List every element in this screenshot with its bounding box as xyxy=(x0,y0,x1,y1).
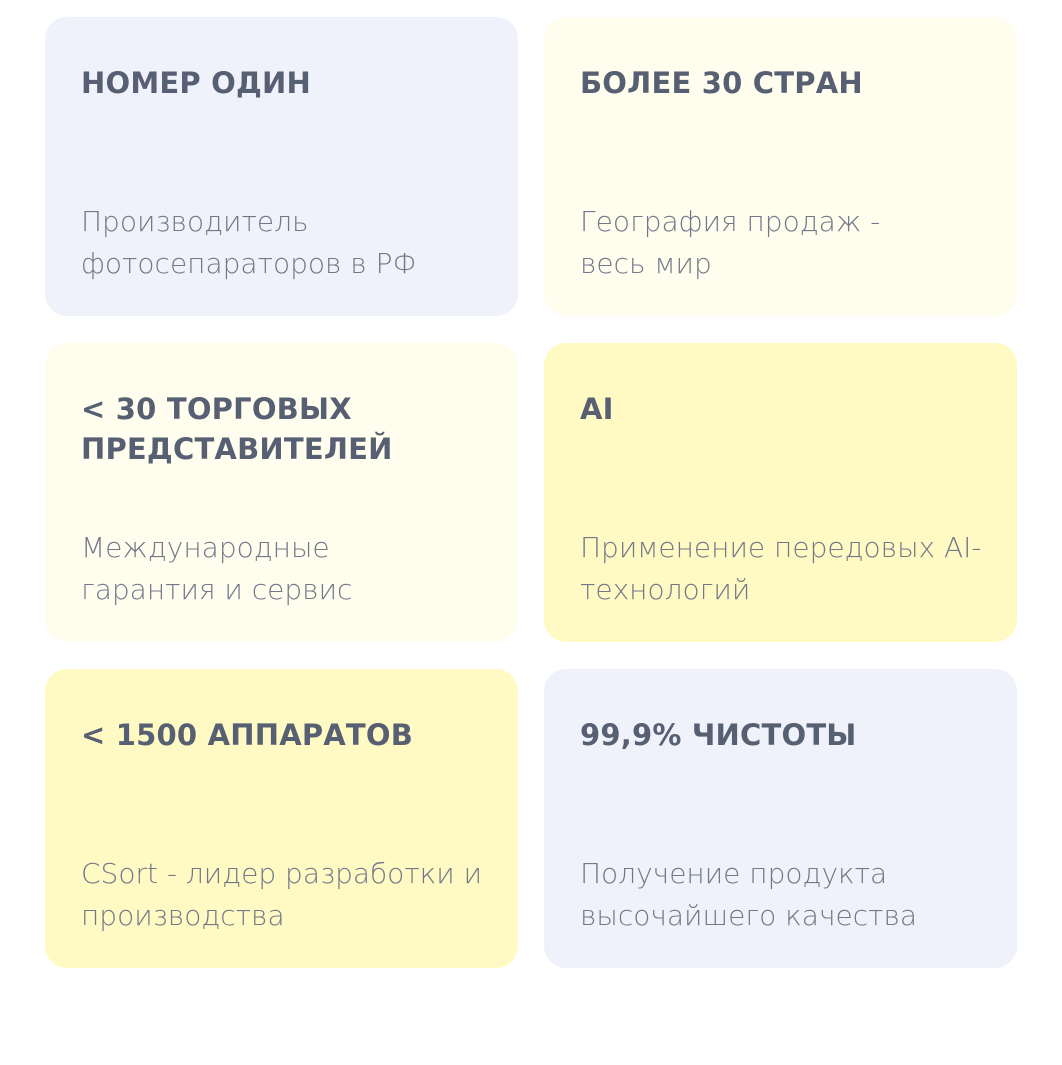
card-description: Производитель фотосепараторов в РФ xyxy=(81,205,417,280)
feature-card-purity: 99,9% ЧИСТОТЫ Получение продукта высочайш… xyxy=(544,669,1017,968)
card-description: CSort - лидер разработки и производства xyxy=(81,857,483,932)
card-title: < 30 ТОРГОВЫХ ПРЕДСТАВИТЕЛЕЙ xyxy=(81,392,393,466)
card-description: Применение передовых AI-технологий xyxy=(580,531,982,606)
card-title: 99,9% ЧИСТОТЫ xyxy=(580,718,857,752)
card-description: Международные гарантия и сервис xyxy=(81,531,353,606)
card-description: Получение продукта высочайшего качества xyxy=(580,857,918,932)
card-title: < 1500 АППАРАТОВ xyxy=(81,718,414,752)
card-description: География продаж - весь мир xyxy=(580,205,881,280)
card-title: AI xyxy=(580,392,614,426)
card-title: НОМЕР ОДИН xyxy=(81,66,311,100)
feature-card-representatives: < 30 ТОРГОВЫХ ПРЕДСТАВИТЕЛЕЙ Международны… xyxy=(45,343,518,642)
feature-card-countries: БОЛЕЕ 30 СТРАН География продаж - весь ми… xyxy=(544,17,1017,316)
card-title: БОЛЕЕ 30 СТРАН xyxy=(580,66,863,100)
feature-card-number-one: НОМЕР ОДИН Производитель фотосепараторов … xyxy=(45,17,518,316)
feature-card-devices: < 1500 АППАРАТОВ CSort - лидер разработки… xyxy=(45,669,518,968)
feature-card-ai: AI Применение передовых AI-технологий xyxy=(544,343,1017,642)
